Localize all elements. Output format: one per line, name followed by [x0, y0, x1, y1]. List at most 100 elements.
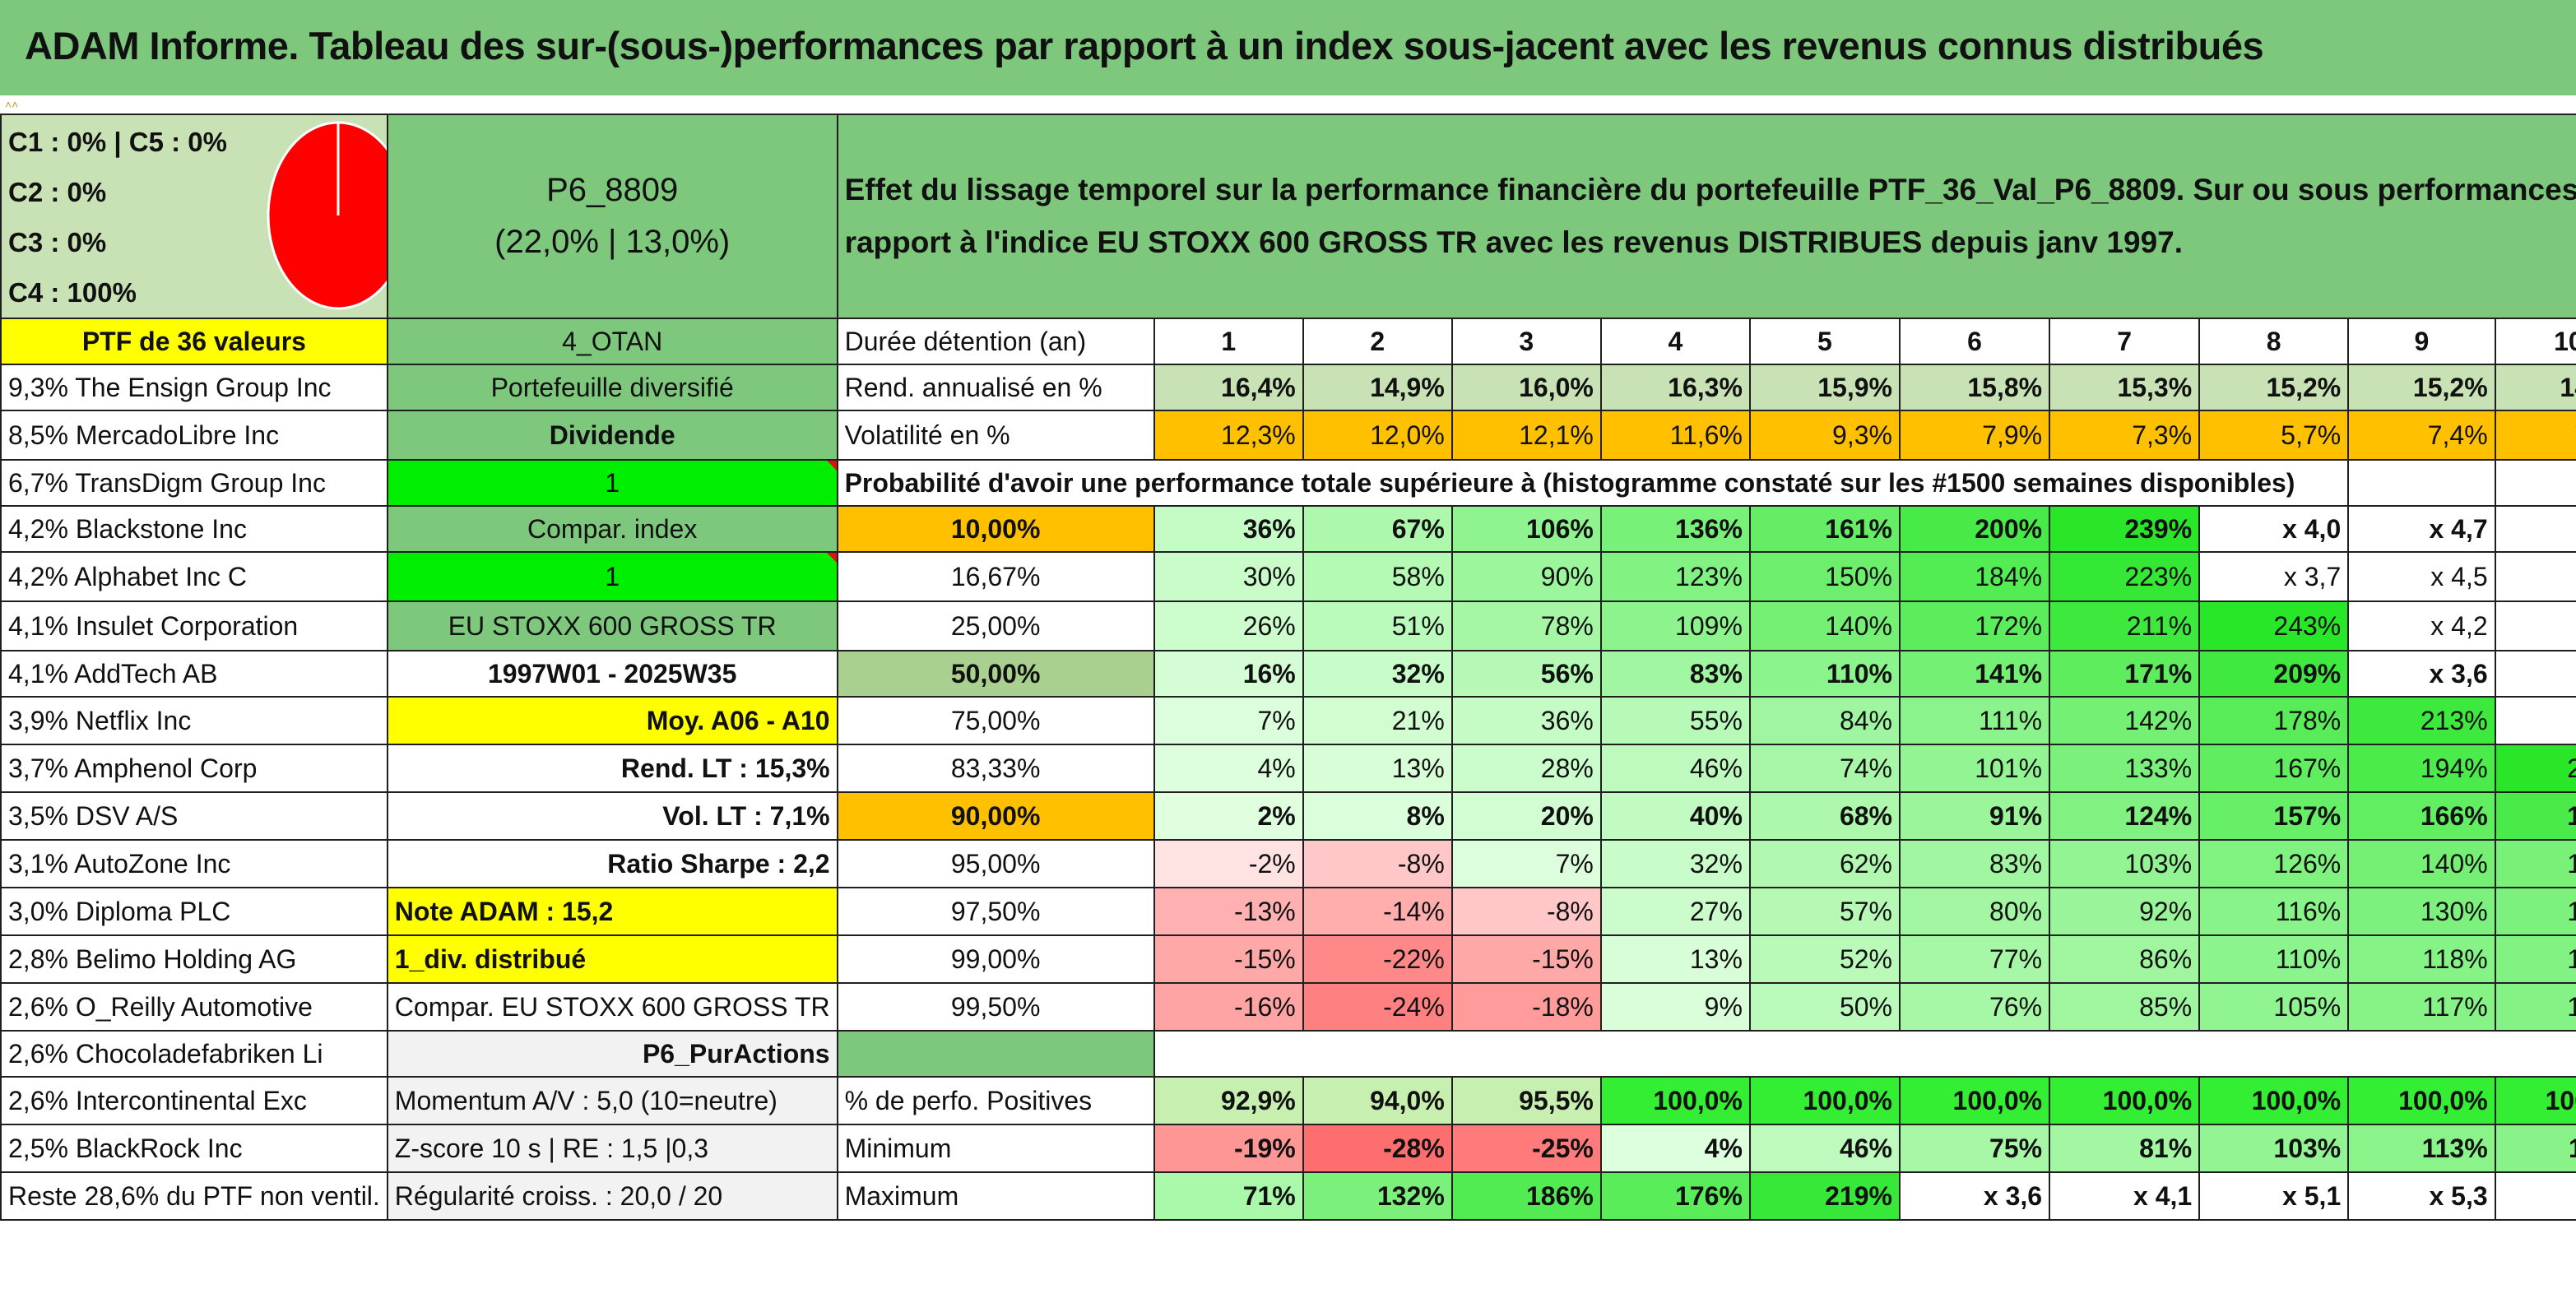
return-cell[interactable]: 16,4%: [1153, 364, 1304, 411]
performance-cell[interactable]: 101%: [1898, 744, 2051, 793]
return-cell[interactable]: 14,9%: [2494, 364, 2576, 411]
performance-cell[interactable]: 213%: [2347, 696, 2496, 745]
performance-cell[interactable]: 86%: [2049, 934, 2201, 984]
performance-cell[interactable]: 32%: [1302, 650, 1453, 698]
performance-cell[interactable]: 110%: [2198, 934, 2350, 984]
performance-cell[interactable]: 194%: [2347, 744, 2496, 793]
performance-cell[interactable]: 171%: [2049, 650, 2201, 698]
param-cell[interactable]: Ratio Sharpe : 2,2: [386, 839, 838, 888]
performance-cell[interactable]: 85%: [2049, 982, 2201, 1032]
description-cell[interactable]: Effet du lissage temporel sur la perform…: [836, 114, 2576, 319]
maximum-cell[interactable]: x 3,6: [1898, 1171, 2051, 1221]
performance-cell[interactable]: -15%: [1450, 934, 1602, 984]
return-cell[interactable]: 15,2%: [2347, 364, 2496, 411]
performance-cell[interactable]: 167%: [2198, 744, 2350, 793]
performance-cell[interactable]: 161%: [1748, 505, 1901, 553]
performance-cell[interactable]: 117%: [2347, 982, 2496, 1032]
performance-cell[interactable]: 126%: [2198, 839, 2350, 888]
year-header[interactable]: 9: [2347, 318, 2496, 365]
holding-cell[interactable]: 4,2% Blackstone Inc: [0, 505, 388, 553]
performance-cell[interactable]: 239%: [2049, 505, 2201, 553]
quantile-cell[interactable]: 83,33%: [836, 744, 1155, 793]
row-label[interactable]: Rend. annualisé en %: [836, 364, 1155, 411]
performance-cell[interactable]: 80%: [1898, 887, 2051, 936]
performance-cell[interactable]: x 5,5: [2494, 505, 2576, 553]
row-label[interactable]: Minimum: [836, 1124, 1155, 1173]
performance-cell[interactable]: 239%: [2494, 744, 2576, 793]
volatility-cell[interactable]: 7,0%: [2494, 410, 2576, 461]
performance-cell[interactable]: x 5,2: [2494, 551, 2576, 602]
performance-cell[interactable]: 135%: [2494, 839, 2576, 888]
performance-cell[interactable]: 13%: [1599, 934, 1751, 984]
positive-cell[interactable]: 100,0%: [1748, 1076, 1901, 1125]
minimum-cell[interactable]: -28%: [1302, 1124, 1453, 1173]
empty-cell[interactable]: [2494, 459, 2576, 507]
param-cell[interactable]: 1997W01 - 2025W35: [386, 650, 838, 698]
performance-cell[interactable]: x 3,6: [2494, 696, 2576, 745]
performance-cell[interactable]: 8%: [1302, 791, 1453, 841]
param-cell[interactable]: Portefeuille diversifié: [386, 364, 838, 411]
holding-cell[interactable]: 3,7% Amphenol Corp: [0, 744, 388, 793]
performance-cell[interactable]: 243%: [2198, 600, 2350, 651]
performance-cell[interactable]: 90%: [1450, 551, 1602, 602]
performance-cell[interactable]: x 4,0: [2494, 650, 2576, 698]
quantile-cell[interactable]: 97,50%: [836, 887, 1155, 936]
row-label[interactable]: Volatilité en %: [836, 410, 1155, 461]
performance-cell[interactable]: 91%: [1898, 791, 2051, 841]
performance-cell[interactable]: 140%: [2347, 839, 2496, 888]
year-header[interactable]: 3: [1450, 318, 1602, 365]
quantile-cell[interactable]: 90,00%: [836, 791, 1155, 841]
performance-cell[interactable]: 36%: [1450, 696, 1602, 745]
performance-cell[interactable]: 110%: [1748, 650, 1901, 698]
performance-cell[interactable]: 76%: [1898, 982, 2051, 1032]
performance-cell[interactable]: 121%: [2494, 982, 2576, 1032]
performance-cell[interactable]: 197%: [2494, 791, 2576, 841]
param-cell[interactable]: 4_OTAN: [386, 318, 838, 365]
quantile-cell[interactable]: 99,50%: [836, 982, 1155, 1032]
performance-cell[interactable]: 67%: [1302, 505, 1453, 553]
performance-cell[interactable]: 133%: [2049, 744, 2201, 793]
performance-cell[interactable]: 52%: [1748, 934, 1901, 984]
performance-cell[interactable]: -22%: [1302, 934, 1453, 984]
maximum-cell[interactable]: 132%: [1302, 1171, 1453, 1221]
performance-cell[interactable]: 30%: [1153, 551, 1304, 602]
year-header[interactable]: 10: [2494, 318, 2576, 365]
param-cell[interactable]: Z-score 10 s | RE : 1,5 |0,3: [386, 1124, 838, 1173]
year-header[interactable]: 1: [1153, 318, 1304, 365]
performance-cell[interactable]: 68%: [1748, 791, 1901, 841]
quantile-cell[interactable]: 50,00%: [836, 650, 1155, 698]
performance-cell[interactable]: 36%: [1153, 505, 1304, 553]
volatility-cell[interactable]: 12,1%: [1450, 410, 1602, 461]
performance-cell[interactable]: 123%: [2494, 934, 2576, 984]
performance-cell[interactable]: 7%: [1450, 839, 1602, 888]
performance-cell[interactable]: 136%: [1599, 505, 1751, 553]
positive-cell[interactable]: 100,0%: [2494, 1076, 2576, 1125]
positive-cell[interactable]: 100,0%: [1599, 1076, 1751, 1125]
positive-cell[interactable]: 100,0%: [2049, 1076, 2201, 1125]
holding-cell[interactable]: 3,0% Diploma PLC: [0, 887, 388, 936]
holding-cell[interactable]: 4,2% Alphabet Inc C: [0, 551, 388, 602]
performance-cell[interactable]: -13%: [1153, 887, 1304, 936]
holding-cell[interactable]: 3,9% Netflix Inc: [0, 696, 388, 745]
param-cell[interactable]: 1: [386, 551, 838, 602]
performance-cell[interactable]: -15%: [1153, 934, 1304, 984]
performance-cell[interactable]: 111%: [1898, 696, 2051, 745]
performance-cell[interactable]: 103%: [2049, 839, 2201, 888]
performance-cell[interactable]: x 4,8: [2494, 600, 2576, 651]
volatility-cell[interactable]: 12,3%: [1153, 410, 1304, 461]
holding-cell[interactable]: 4,1% AddTech AB: [0, 650, 388, 698]
holding-cell[interactable]: 2,6% Chocoladefabriken Li: [0, 1030, 388, 1078]
performance-cell[interactable]: -8%: [1450, 887, 1602, 936]
performance-cell[interactable]: 84%: [1748, 696, 1901, 745]
performance-cell[interactable]: -2%: [1153, 839, 1304, 888]
maximum-cell[interactable]: 71%: [1153, 1171, 1304, 1221]
volatility-cell[interactable]: 12,0%: [1302, 410, 1453, 461]
quantile-cell[interactable]: 25,00%: [836, 600, 1155, 651]
portfolio-code-cell[interactable]: P6_8809 (22,0% | 13,0%): [386, 114, 838, 319]
year-header[interactable]: 5: [1748, 318, 1901, 365]
performance-cell[interactable]: 40%: [1599, 791, 1751, 841]
holding-cell[interactable]: 6,7% TransDigm Group Inc: [0, 459, 388, 507]
year-header[interactable]: 8: [2198, 318, 2350, 365]
maximum-cell[interactable]: x 4,1: [2049, 1171, 2201, 1221]
return-cell[interactable]: 16,3%: [1599, 364, 1751, 411]
